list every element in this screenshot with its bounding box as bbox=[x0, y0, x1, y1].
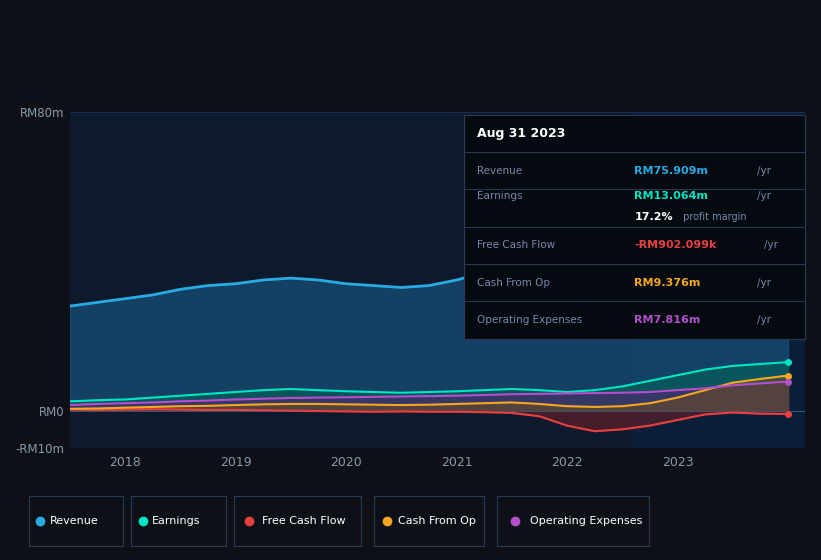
Text: Earnings: Earnings bbox=[152, 516, 200, 526]
Text: -RM902.099k: -RM902.099k bbox=[635, 240, 717, 250]
Text: Aug 31 2023: Aug 31 2023 bbox=[478, 127, 566, 140]
Text: Cash From Op: Cash From Op bbox=[398, 516, 476, 526]
Text: 17.2%: 17.2% bbox=[635, 212, 673, 222]
Text: /yr: /yr bbox=[764, 240, 777, 250]
Text: Operating Expenses: Operating Expenses bbox=[530, 516, 643, 526]
Text: /yr: /yr bbox=[757, 315, 771, 325]
Text: RM13.064m: RM13.064m bbox=[635, 191, 709, 201]
Text: /yr: /yr bbox=[757, 191, 771, 201]
Text: /yr: /yr bbox=[757, 278, 771, 288]
Text: Operating Expenses: Operating Expenses bbox=[478, 315, 583, 325]
Text: RM9.376m: RM9.376m bbox=[635, 278, 700, 288]
Text: Free Cash Flow: Free Cash Flow bbox=[478, 240, 556, 250]
Text: RM75.909m: RM75.909m bbox=[635, 166, 709, 176]
Bar bbox=[633, 112, 805, 448]
Text: Cash From Op: Cash From Op bbox=[478, 278, 551, 288]
Text: Earnings: Earnings bbox=[478, 191, 523, 201]
Text: Free Cash Flow: Free Cash Flow bbox=[262, 516, 346, 526]
Text: profit margin: profit margin bbox=[681, 212, 747, 222]
Text: /yr: /yr bbox=[757, 166, 771, 176]
Text: RM7.816m: RM7.816m bbox=[635, 315, 700, 325]
Text: Revenue: Revenue bbox=[49, 516, 99, 526]
Text: Revenue: Revenue bbox=[478, 166, 523, 176]
